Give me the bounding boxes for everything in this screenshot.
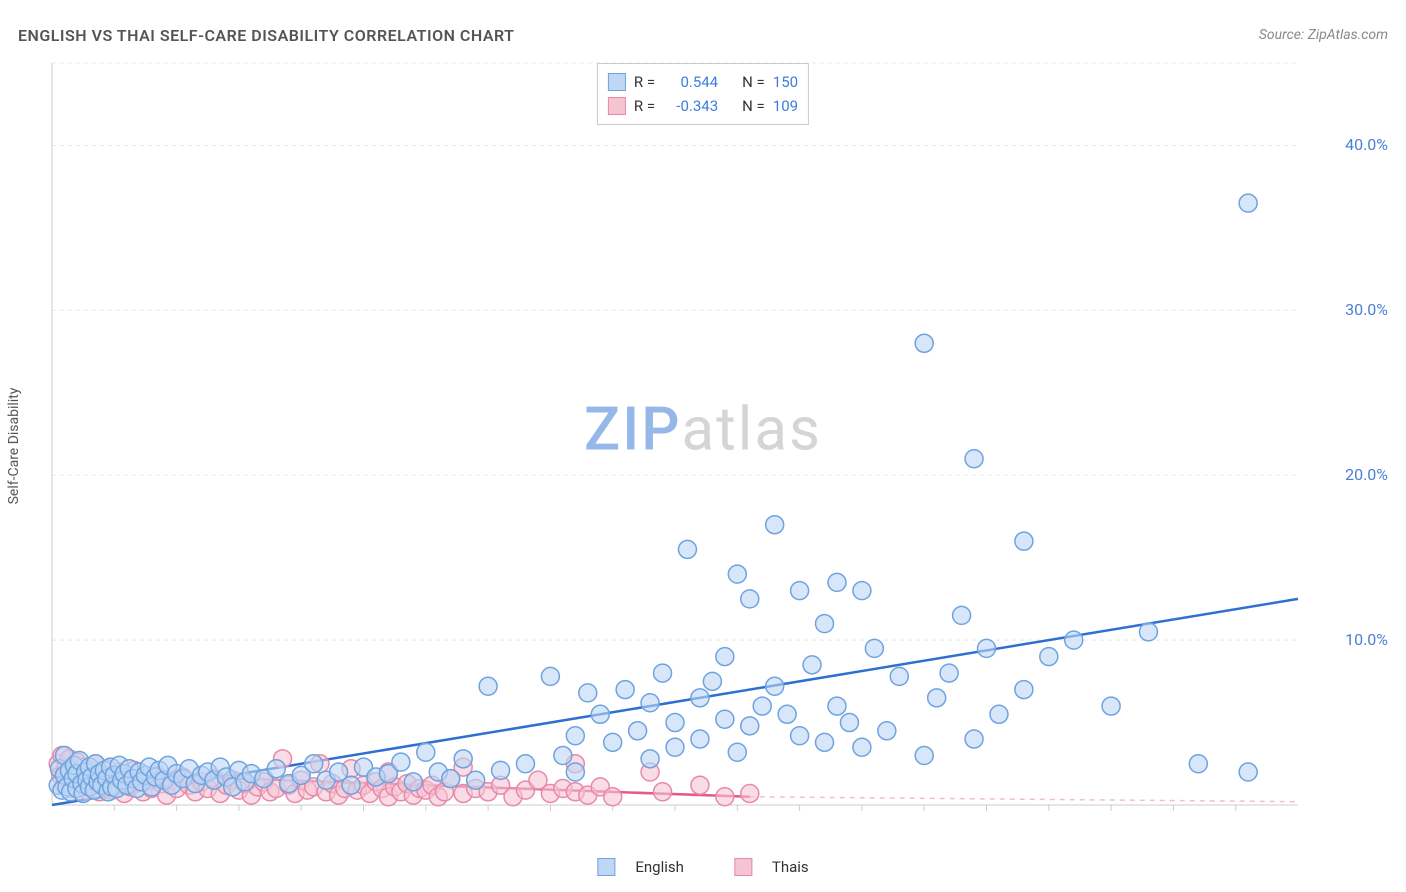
r-label: R = [634, 94, 655, 118]
legend-swatch-thais [734, 858, 752, 876]
n-value-thais: 109 [773, 94, 798, 118]
series-legend: English Thais [597, 858, 808, 876]
y-tick-label: 40.0% [1345, 135, 1388, 154]
legend-label-thais: Thais [772, 858, 809, 876]
y-tick-label: 20.0% [1345, 465, 1388, 484]
stats-row-english: R = 0.544 N = 150 [608, 70, 798, 94]
stats-legend: R = 0.544 N = 150 R = -0.343 N = 109 [597, 63, 809, 125]
n-value-english: 150 [773, 70, 798, 94]
source-attribution: Source: ZipAtlas.com [1259, 27, 1388, 43]
y-axis-label: Self-Care Disability [6, 388, 22, 505]
y-tick-label: 10.0% [1345, 630, 1388, 649]
chart-title: ENGLISH VS THAI SELF-CARE DISABILITY COR… [18, 26, 515, 45]
legend-label-english: English [635, 858, 684, 876]
n-label: N = [742, 70, 765, 94]
r-value-thais: -0.343 [663, 94, 718, 118]
y-tick-label: 30.0% [1345, 300, 1388, 319]
n-label: N = [742, 94, 765, 118]
r-label: R = [634, 70, 655, 94]
legend-swatch-english [597, 858, 615, 876]
legend-swatch-english [608, 73, 626, 91]
scatter-plot: ZIPatlas R = 0.544 N = 150 R = -0.343 N … [48, 55, 1358, 835]
stats-row-thais: R = -0.343 N = 109 [608, 94, 798, 118]
r-value-english: 0.544 [663, 70, 718, 94]
chart-canvas [48, 55, 1358, 835]
legend-swatch-thais [608, 97, 626, 115]
